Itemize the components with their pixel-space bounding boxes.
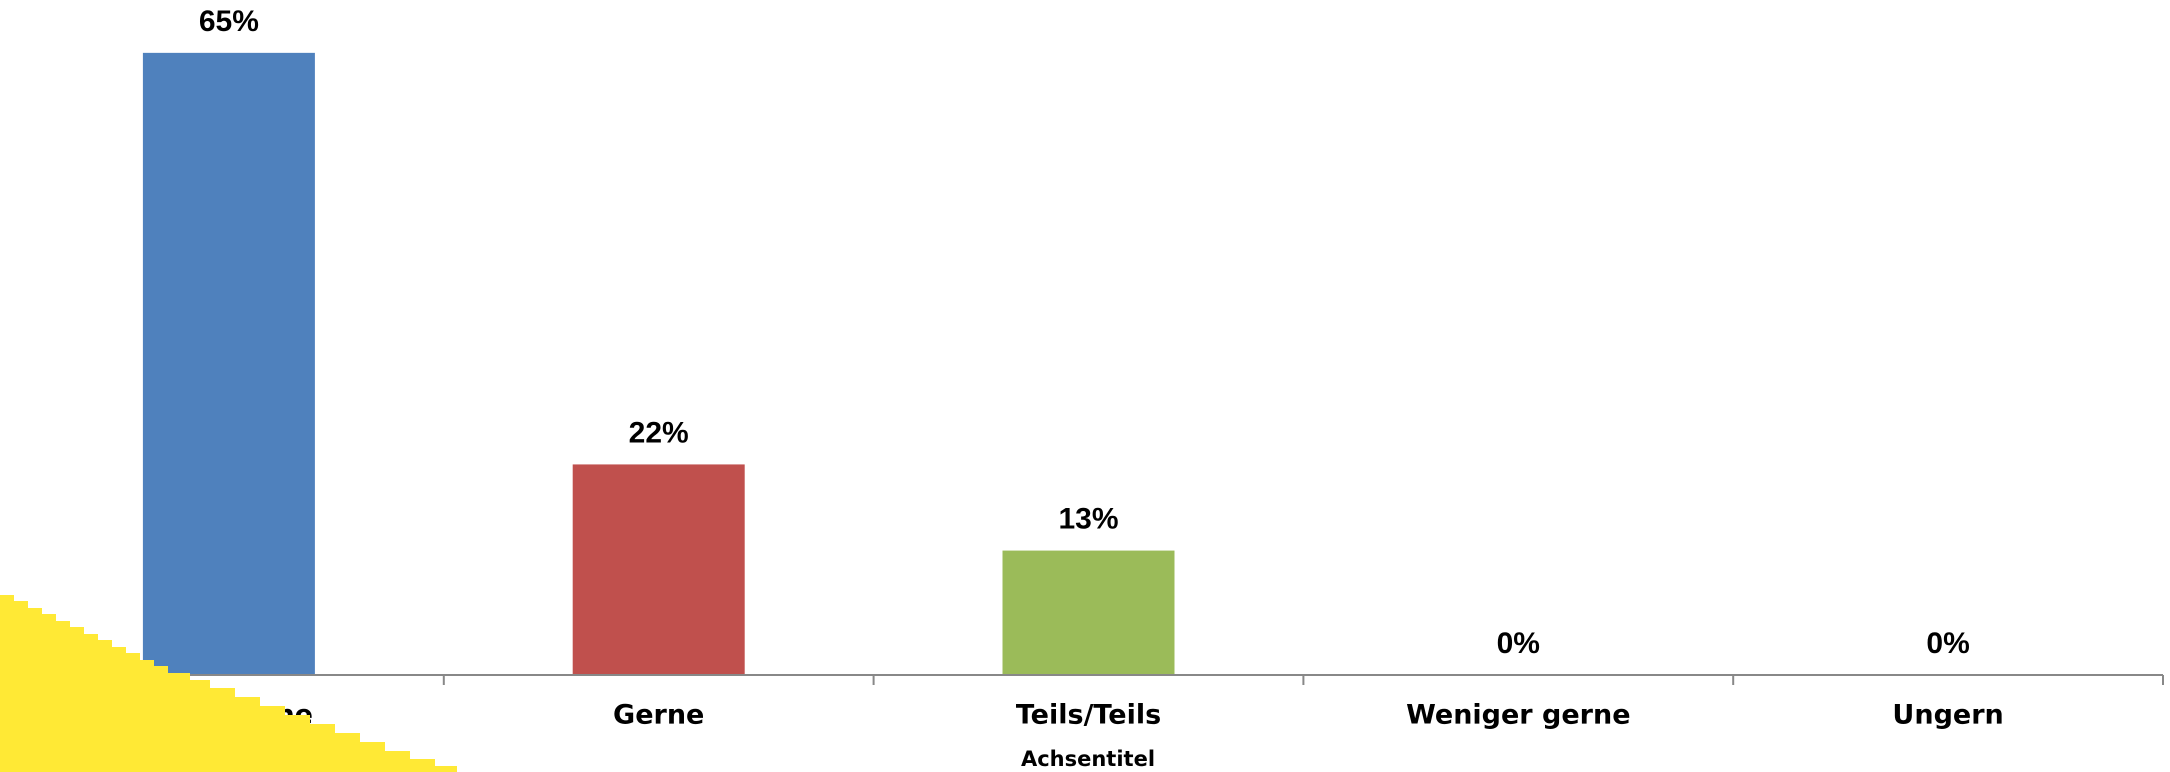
x-tick-label: Gerne: [613, 700, 704, 731]
bar: [1002, 550, 1175, 675]
x-tick-label: Ungern: [1892, 700, 2003, 731]
decorative-shape: [0, 595, 457, 772]
x-axis-title: Achsentitel: [1021, 747, 1155, 771]
x-tick-label: Teils/Teils: [1016, 700, 1161, 731]
value-label: 0%: [1497, 627, 1540, 660]
value-label: 65%: [199, 5, 259, 38]
value-label: 13%: [1058, 502, 1118, 535]
bar: [572, 464, 745, 675]
value-label: 0%: [1926, 627, 1969, 660]
bar: [142, 52, 315, 676]
x-tick-label: Weniger gerne: [1406, 700, 1630, 731]
value-label: 22%: [629, 416, 689, 449]
plot-area: 65%Sehr gerne22%Gerne13%Teils/Teils0%Wen…: [13, 5, 2164, 731]
